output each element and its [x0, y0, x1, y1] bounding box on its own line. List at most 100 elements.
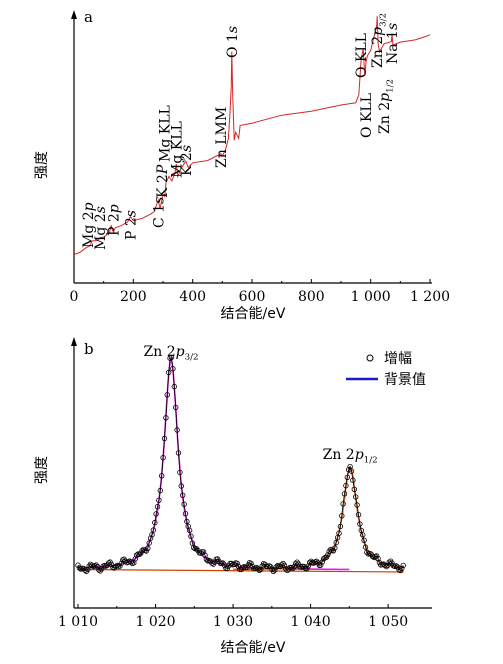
raw-data-point [355, 512, 362, 518]
raw-data-point [147, 535, 154, 541]
raw-data-point [209, 560, 215, 566]
raw-data-point [184, 518, 190, 525]
peak-annotation: K 2P [155, 164, 171, 198]
raw-data-point [153, 511, 159, 517]
raw-data-point [336, 530, 342, 536]
raw-data-point [179, 492, 186, 498]
raw-data-point [143, 548, 150, 554]
raw-data-point [186, 527, 193, 534]
raw-data-point [362, 544, 369, 550]
raw-data-point [320, 556, 327, 562]
peak-annotation: Zn 2p3/2 [144, 344, 199, 363]
raw-data-point [333, 539, 339, 546]
raw-data-point [178, 483, 184, 489]
raw-data-point [85, 566, 91, 573]
raw-data-point [325, 552, 331, 558]
peak-annotation: Zn 2p1/2 [323, 447, 378, 466]
raw-data-point [89, 562, 95, 569]
panel-b-x-ticks: 1 010 1 020 1 030 1 040 1 050 [58, 604, 408, 630]
legend-raw-label: 增幅 [384, 351, 412, 367]
peak-annotation: Mg 2s [93, 206, 109, 250]
peak-annotation: Na 1s [385, 23, 401, 64]
raw-data-point [340, 501, 346, 507]
panel-a-x-tick-label: 1 200 [410, 289, 450, 305]
raw-data-point [270, 568, 277, 575]
peak-annotation: O KLL [359, 93, 375, 138]
raw-data-point [383, 563, 390, 570]
panel-a-x-label: 结合能/eV [221, 306, 286, 322]
raw-data-point [319, 559, 325, 565]
raw-data-point [156, 497, 162, 503]
panel-b-label: b [84, 340, 94, 358]
raw-data-point [354, 502, 360, 508]
raw-data-point [138, 550, 144, 556]
raw-data-point [318, 562, 324, 568]
raw-data-point [330, 548, 337, 554]
raw-data-point [399, 565, 405, 572]
raw-data-point [157, 487, 163, 494]
raw-data-point [171, 383, 177, 390]
raw-data-point [348, 468, 355, 474]
panel-a-x-tick-label: 1 000 [351, 289, 391, 305]
raw-data-point [350, 477, 356, 483]
panel-b-peak-labels: Zn 2p3/2 Zn 2p1/2 [144, 344, 378, 466]
peak-annotation: C 1s [151, 197, 167, 228]
legend-bg-label: 背景值 [384, 372, 426, 388]
panel-b-x-label: 结合能/eV [221, 640, 286, 656]
raw-data-point [295, 561, 302, 567]
raw-data-point [360, 532, 366, 538]
panel-a-survey-spectrum: a 强度 结合能/eV 0 200 400 600 800 1 000 1 200 Mg 2… [34, 8, 450, 322]
raw-data-point [382, 562, 388, 568]
raw-data-point [154, 504, 161, 510]
raw-data-point [385, 562, 391, 568]
raw-data-point [353, 494, 359, 500]
raw-data-point [346, 467, 352, 473]
raw-data-point [128, 559, 134, 565]
raw-data-point [181, 501, 187, 507]
raw-data-point [284, 567, 290, 573]
raw-data-point [117, 563, 123, 569]
raw-data-point [200, 549, 207, 555]
raw-data-point [308, 558, 314, 564]
raw-data-point [369, 553, 376, 560]
panel-a-x-tick-label: 200 [120, 289, 147, 305]
raw-data-point [386, 559, 392, 565]
raw-data-point [351, 486, 357, 492]
raw-data-point [304, 565, 310, 572]
fit-curve-zn2p3-2 [77, 357, 350, 571]
raw-data-point [132, 556, 138, 562]
raw-data-point [152, 519, 158, 526]
peak-annotation: O 1s [225, 26, 241, 58]
panel-b-x-tick-label: 1 010 [58, 614, 98, 630]
panel-b-axes [71, 337, 432, 609]
raw-data-point [136, 551, 143, 558]
raw-data-point [198, 550, 204, 556]
raw-data-point [361, 537, 367, 543]
raw-data-point [293, 560, 299, 567]
raw-data-point [400, 562, 406, 569]
raw-data-point [98, 566, 105, 572]
raw-data-point [165, 369, 172, 376]
panel-a-y-label: 强度 [34, 151, 50, 179]
raw-data-point [191, 545, 197, 551]
raw-data-point [164, 392, 170, 398]
raw-data-point [108, 561, 115, 568]
raw-data-line [77, 356, 404, 573]
raw-data-point [256, 567, 263, 573]
raw-data-point [337, 523, 344, 530]
raw-data-point [158, 473, 165, 479]
panel-b-x-tick-label: 1 020 [135, 614, 175, 630]
raw-data-point [145, 545, 151, 551]
raw-data-point [175, 450, 182, 456]
panel-b-plot [75, 354, 406, 575]
raw-data-point [272, 567, 278, 573]
raw-data-point [258, 566, 264, 572]
raw-data-point [339, 513, 345, 519]
raw-data-point [133, 552, 140, 558]
raw-data-point [313, 558, 320, 564]
peak-annotation: Mg 2p [81, 202, 97, 248]
peak-annotation: P 2p [106, 204, 122, 236]
peak-annotation: Zn 2p1/2 [377, 79, 396, 134]
raw-data-point [248, 560, 254, 567]
background-baseline [77, 568, 404, 573]
